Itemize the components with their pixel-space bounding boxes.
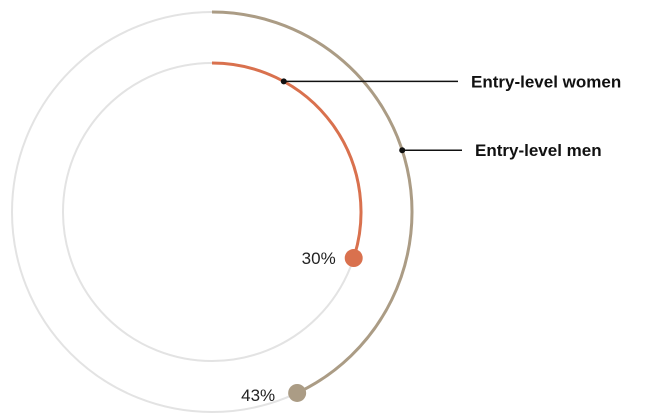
entry-level-women-arc	[211, 61, 363, 259]
labels: 30% Entry-level women 43% Entry-level men	[241, 72, 621, 405]
entry-level-women-track	[62, 62, 362, 362]
entry-level-men-track	[11, 11, 413, 413]
entry-level-men-end-marker	[288, 383, 307, 402]
progress-arcs	[211, 10, 414, 402]
entry-level-men-legend-label: Entry-level men	[475, 141, 602, 160]
ring-tracks	[11, 11, 413, 413]
entry-level-women-end-marker	[344, 249, 363, 268]
legend-leaders	[280, 78, 462, 154]
entry-level-women-legend-label: Entry-level women	[471, 72, 621, 91]
entry-level-men-value-label: 43%	[241, 386, 275, 405]
entry-level-women-value-label: 30%	[302, 249, 336, 268]
entry-level-men-arc	[211, 10, 414, 395]
